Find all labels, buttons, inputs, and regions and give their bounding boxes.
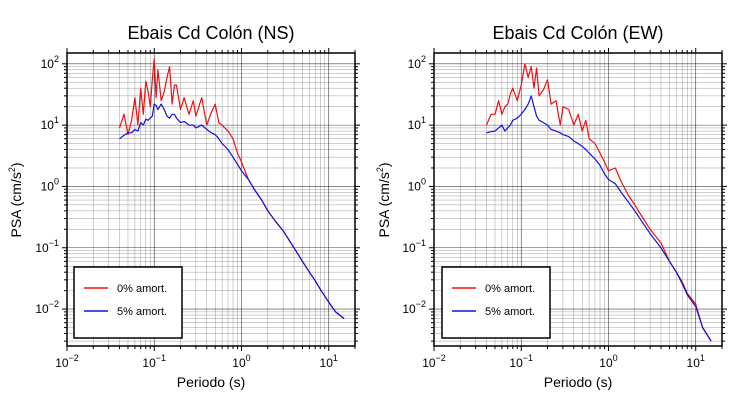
y-tick-label: 100	[41, 176, 59, 193]
x-tick-label: 10−2	[422, 353, 446, 370]
y-tick-label: 10−2	[35, 299, 59, 316]
plot-border	[66, 52, 356, 347]
chart-panel-ew: Ebais Cd Colón (EW) 10−2 10−1 100 10110−210…	[375, 23, 727, 390]
series-line-5pct	[486, 95, 712, 342]
y-tick-label: 10−1	[402, 238, 426, 255]
y-axis-label-tail: )	[376, 162, 392, 167]
x-axis-label: Periodo (s)	[544, 374, 612, 390]
y-tick-label: 100	[408, 176, 426, 193]
legend-box	[73, 266, 183, 339]
y-tick-label: 102	[41, 54, 59, 71]
x-tick-label: 101	[320, 353, 338, 370]
series-line-0pct	[485, 63, 712, 342]
y-axis-label-tail: )	[8, 162, 24, 167]
y-tick-label: 101	[41, 115, 59, 132]
x-tick-label: 100	[232, 353, 250, 370]
y-tick-label: 101	[408, 115, 426, 132]
y-axis-label: PSA (cm/s2)	[375, 162, 392, 237]
legend-label-0pct: 0% amort.	[117, 283, 167, 295]
y-axis-label-sup: 2	[375, 167, 385, 172]
x-tick-label: 101	[687, 353, 705, 370]
y-axis-label: PSA (cm/s2)	[7, 162, 24, 237]
plot-frame	[429, 48, 727, 351]
y-axis-label-sup: 2	[7, 167, 17, 172]
series-line-5pct	[119, 103, 345, 320]
x-axis-label: Periodo (s)	[177, 374, 245, 390]
x-tick-label: 10−2	[55, 353, 79, 370]
plot-border	[433, 52, 723, 347]
x-tick-label: 100	[599, 353, 617, 370]
y-tick-label: 10−2	[402, 299, 426, 316]
y-axis-label-main: PSA (cm/s	[376, 172, 392, 237]
legend-label-0pct: 0% amort.	[485, 283, 535, 295]
chart-panel-ns: Ebais Cd Colón (NS) 10−2 10−1 100 10110−210…	[7, 23, 360, 390]
tick-labels: 10−2 10−1 100 101 10−2 10−1 100 101 102	[402, 54, 705, 370]
chart-title: Ebais Cd Colón (NS)	[127, 23, 294, 43]
y-tick-label: 102	[408, 54, 426, 71]
legend-label-5pct: 5% amort.	[485, 306, 535, 318]
series-lines	[485, 63, 712, 342]
legend-label-5pct: 5% amort.	[117, 306, 167, 318]
chart-title: Ebais Cd Colón (EW)	[492, 23, 663, 43]
x-tick-label: 10−1	[142, 353, 166, 370]
plot-frame	[62, 48, 360, 351]
y-axis-label-main: PSA (cm/s	[8, 172, 24, 237]
legend: 0% amort. 5% amort.	[73, 266, 183, 339]
legend-box	[441, 266, 551, 339]
legend: 0% amort. 5% amort.	[441, 266, 551, 339]
series-lines	[118, 58, 345, 320]
x-tick-label: 10−1	[509, 353, 533, 370]
y-tick-label: 10−1	[35, 238, 59, 255]
tick-labels: 10−2 10−1 100 101 10−2 10−1 100 101 102	[35, 54, 338, 370]
